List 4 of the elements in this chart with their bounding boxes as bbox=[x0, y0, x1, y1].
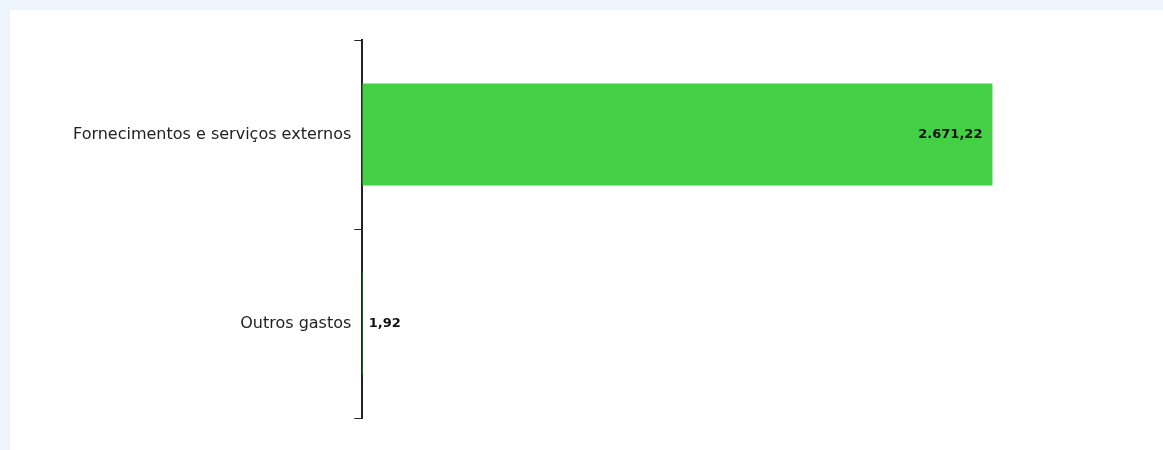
data-label: 1,92 bbox=[368, 314, 401, 330]
y-tick-label: Outros gastos bbox=[240, 312, 352, 332]
data-label: 2.671,22 bbox=[918, 125, 983, 141]
y-tick-label: Fornecimentos e serviços externos bbox=[72, 123, 352, 143]
